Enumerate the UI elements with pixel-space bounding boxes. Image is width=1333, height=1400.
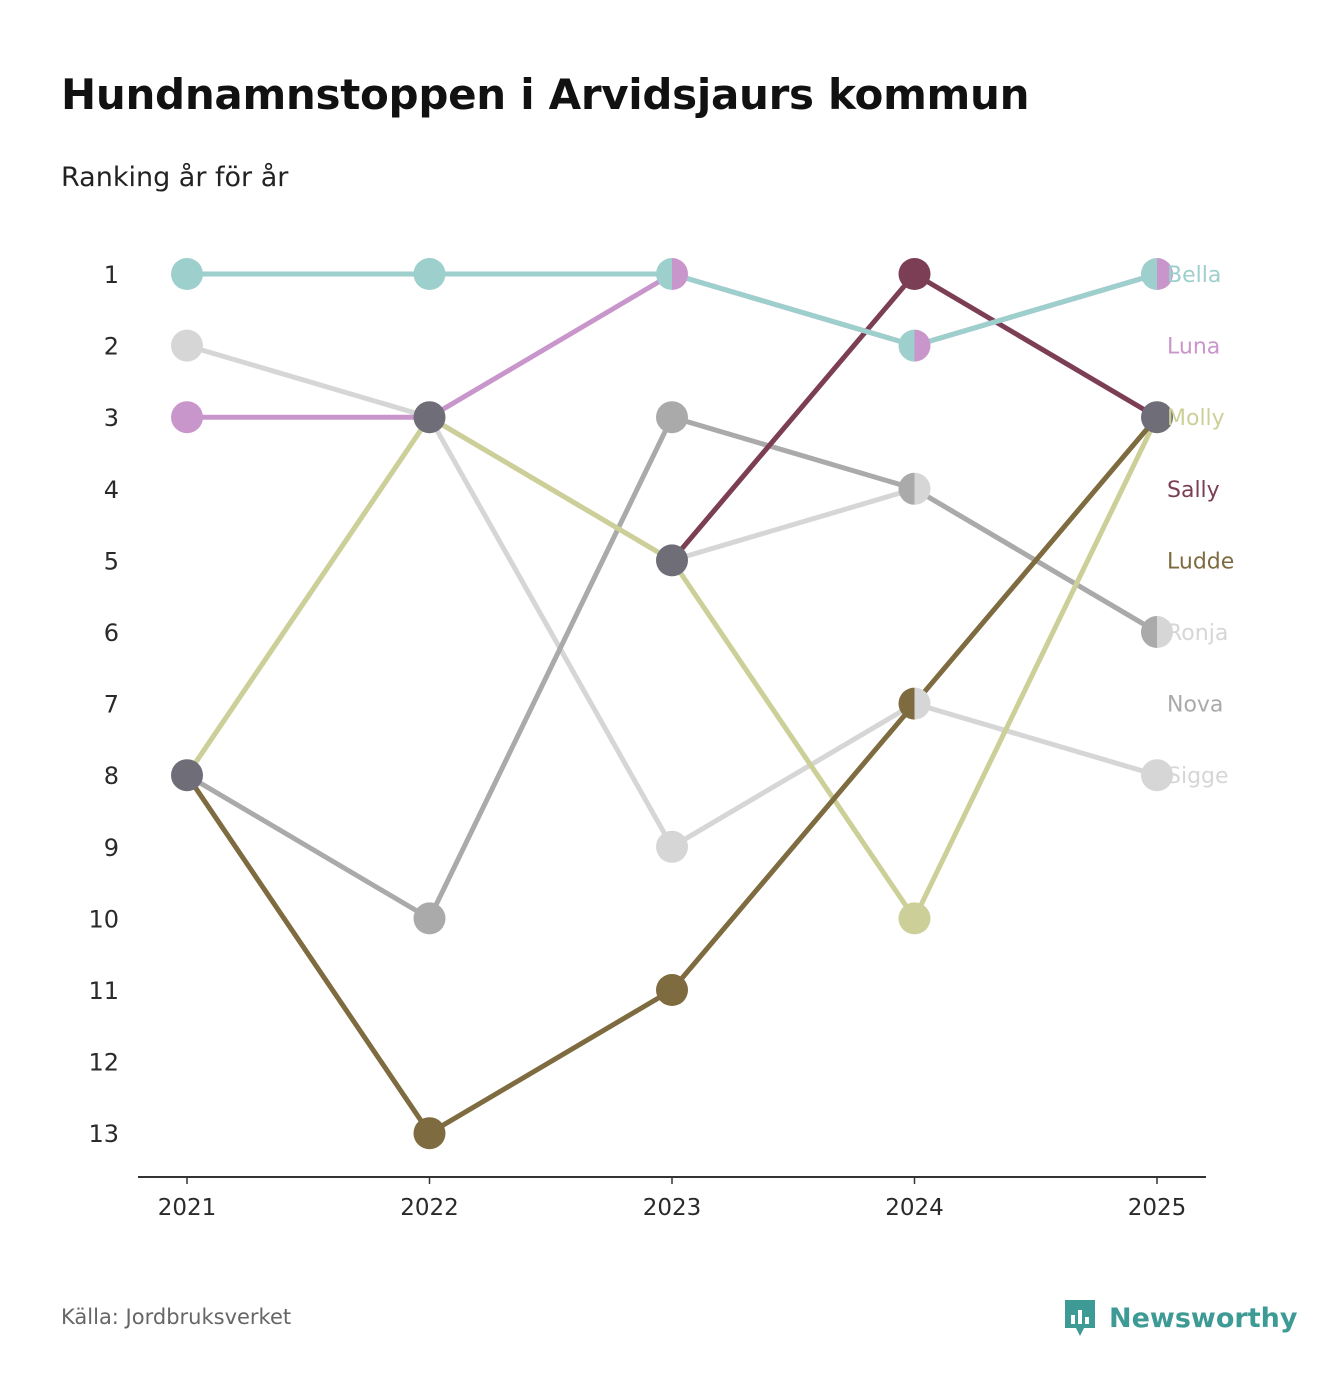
point-bella-2022: [413, 258, 446, 290]
series-line-sally: [669, 271, 1160, 563]
x-tick-label: 2022: [400, 1195, 459, 1221]
y-tick-label: 12: [88, 1049, 119, 1077]
point-ronja-2025: [1141, 759, 1173, 792]
y-tick-label: 10: [88, 905, 119, 933]
y-tick-label: 6: [104, 619, 119, 647]
legend-label-molly: Molly: [1167, 406, 1225, 431]
point-shared-2021-rank-8: [171, 759, 203, 792]
point-ronja-2023: [656, 830, 688, 863]
point-ludde-2023: [656, 974, 688, 1006]
y-tick-label: 2: [104, 333, 119, 361]
point-nova-2022: [413, 902, 446, 935]
chart-title: Hundnamnstoppen i Arvidsjaurs kommun: [61, 70, 1030, 119]
legend-label-luna: Luna: [1167, 335, 1220, 360]
brand-logo[interactable]: Newsworthy: [1063, 1298, 1297, 1338]
legend-label-sigge: Sigge: [1167, 764, 1229, 789]
series-line-ludde: [184, 414, 1160, 1136]
legend-label-nova: Nova: [1167, 693, 1223, 718]
point-nova-2023: [656, 401, 688, 434]
series-points: [171, 258, 1173, 1150]
series-line-luna: [184, 271, 1160, 420]
point-shared-2022-rank-3: [413, 401, 446, 434]
series-legend: Bella Luna Molly Sally Ludde Ronja Nova Sigge: [1167, 263, 1234, 789]
point-sally-2024: [898, 258, 931, 290]
x-tick-label: 2021: [158, 1195, 217, 1221]
point-bella-2023: [656, 258, 672, 290]
x-tick-label: 2025: [1128, 1195, 1187, 1221]
y-tick-label: 13: [88, 1120, 119, 1148]
point-bella-2025: [1141, 258, 1157, 290]
y-tick-label: 1: [104, 261, 119, 289]
y-tick-label: 8: [104, 762, 119, 790]
x-tick-label: 2024: [885, 1195, 944, 1221]
newsworthy-logo-icon: [1065, 1300, 1095, 1336]
brand-name: Newsworthy: [1109, 1302, 1298, 1334]
legend-label-ludde: Ludde: [1167, 549, 1234, 574]
point-ronja-2021: [171, 329, 203, 362]
y-tick-label: 7: [104, 691, 119, 719]
point-molly-2024: [898, 902, 931, 935]
y-tick-label: 4: [104, 476, 119, 504]
y-tick-label: 5: [104, 547, 119, 575]
point-nova-2024: [898, 472, 915, 505]
x-axis: 2021 2022 2023 2024 2025: [138, 1176, 1206, 1221]
point-bella-2024: [898, 329, 915, 362]
point-ludde-2022: [413, 1117, 446, 1150]
point-luna-2024: [914, 329, 931, 362]
point-luna-2021: [171, 401, 203, 434]
chart-subtitle: Ranking år för år: [61, 162, 289, 193]
point-luna-2025: [1157, 258, 1173, 290]
point-ludde-2024: [898, 687, 915, 720]
point-shared-2023-rank-5: [656, 544, 688, 577]
x-tick-label: 2023: [643, 1195, 702, 1221]
point-shared-2025-rank-3: [1141, 401, 1173, 434]
y-tick-label: 11: [88, 977, 119, 1005]
y-tick-label: 3: [104, 404, 119, 432]
point-sigge-2025: [1157, 616, 1173, 648]
legend-label-bella: Bella: [1167, 263, 1221, 288]
point-ronja-2024: [914, 687, 931, 720]
source-note: Källa: Jordbruksverket: [61, 1305, 292, 1329]
point-luna-2023: [672, 258, 688, 290]
point-sigge-2024: [914, 472, 931, 505]
legend-label-sally: Sally: [1167, 478, 1220, 503]
point-nova-2025: [1141, 616, 1157, 648]
legend-label-ronja: Ronja: [1167, 621, 1228, 646]
point-bella-2021: [171, 258, 203, 290]
y-tick-label: 9: [104, 834, 119, 862]
